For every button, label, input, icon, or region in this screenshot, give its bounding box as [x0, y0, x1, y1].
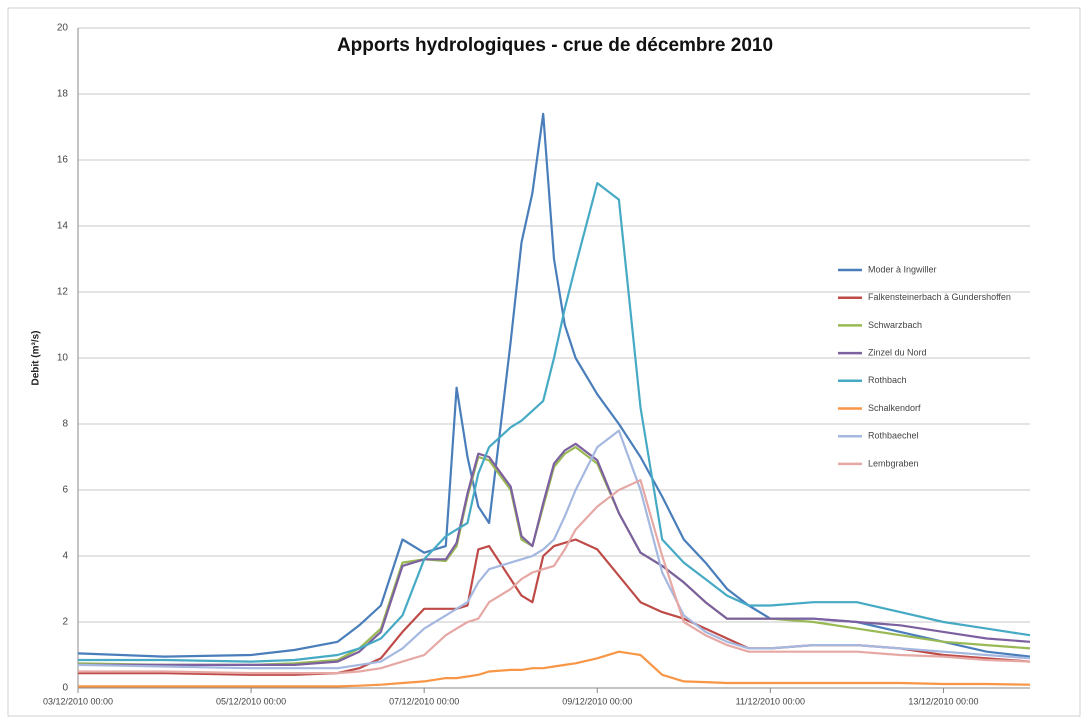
legend-label: Schwarzbach: [868, 320, 922, 330]
legend-label: Falkensteinerbach à Gundershoffen: [868, 292, 1011, 302]
x-tick-label: 11/12/2010 00:00: [736, 696, 805, 706]
y-tick-label: 14: [57, 221, 69, 232]
y-tick-label: 20: [57, 23, 69, 34]
series-line: [78, 650, 1031, 688]
legend-label: Moder à Ingwiller: [868, 264, 937, 274]
y-tick-label: 2: [62, 617, 68, 628]
series-line: [77, 429, 1031, 670]
legend-label: Rothbach: [868, 375, 907, 385]
legend-label: Zinzel du Nord: [868, 347, 927, 357]
x-tick-label: 03/12/2010 00:00: [43, 696, 113, 706]
y-tick-label: 18: [57, 89, 69, 100]
series-line: [78, 442, 1031, 667]
y-axis-label: Debit (m³/s): [31, 331, 42, 386]
x-tick-label: 13/12/2010 00:00: [908, 696, 978, 706]
y-tick-label: 10: [57, 353, 69, 364]
y-tick-label: 0: [62, 683, 68, 694]
x-tick-label: 07/12/2010 00:00: [389, 696, 459, 706]
y-tick-label: 8: [62, 419, 68, 430]
y-tick-label: 12: [57, 287, 69, 298]
y-tick-label: 16: [57, 155, 69, 166]
x-tick-label: 09/12/2010 00:00: [562, 696, 632, 706]
legend-label: Rothbaechel: [868, 431, 919, 441]
chart-title: Apports hydrologiques - crue de décembre…: [337, 35, 773, 56]
series-line: [78, 479, 1031, 675]
legend-label: Schalkendorf: [868, 403, 921, 413]
y-tick-label: 4: [62, 551, 68, 562]
x-tick-label: 05/12/2010 00:00: [216, 696, 286, 706]
legend-label: Lembgraben: [868, 458, 919, 468]
series-line: [78, 182, 1031, 663]
y-tick-label: 6: [62, 485, 68, 496]
